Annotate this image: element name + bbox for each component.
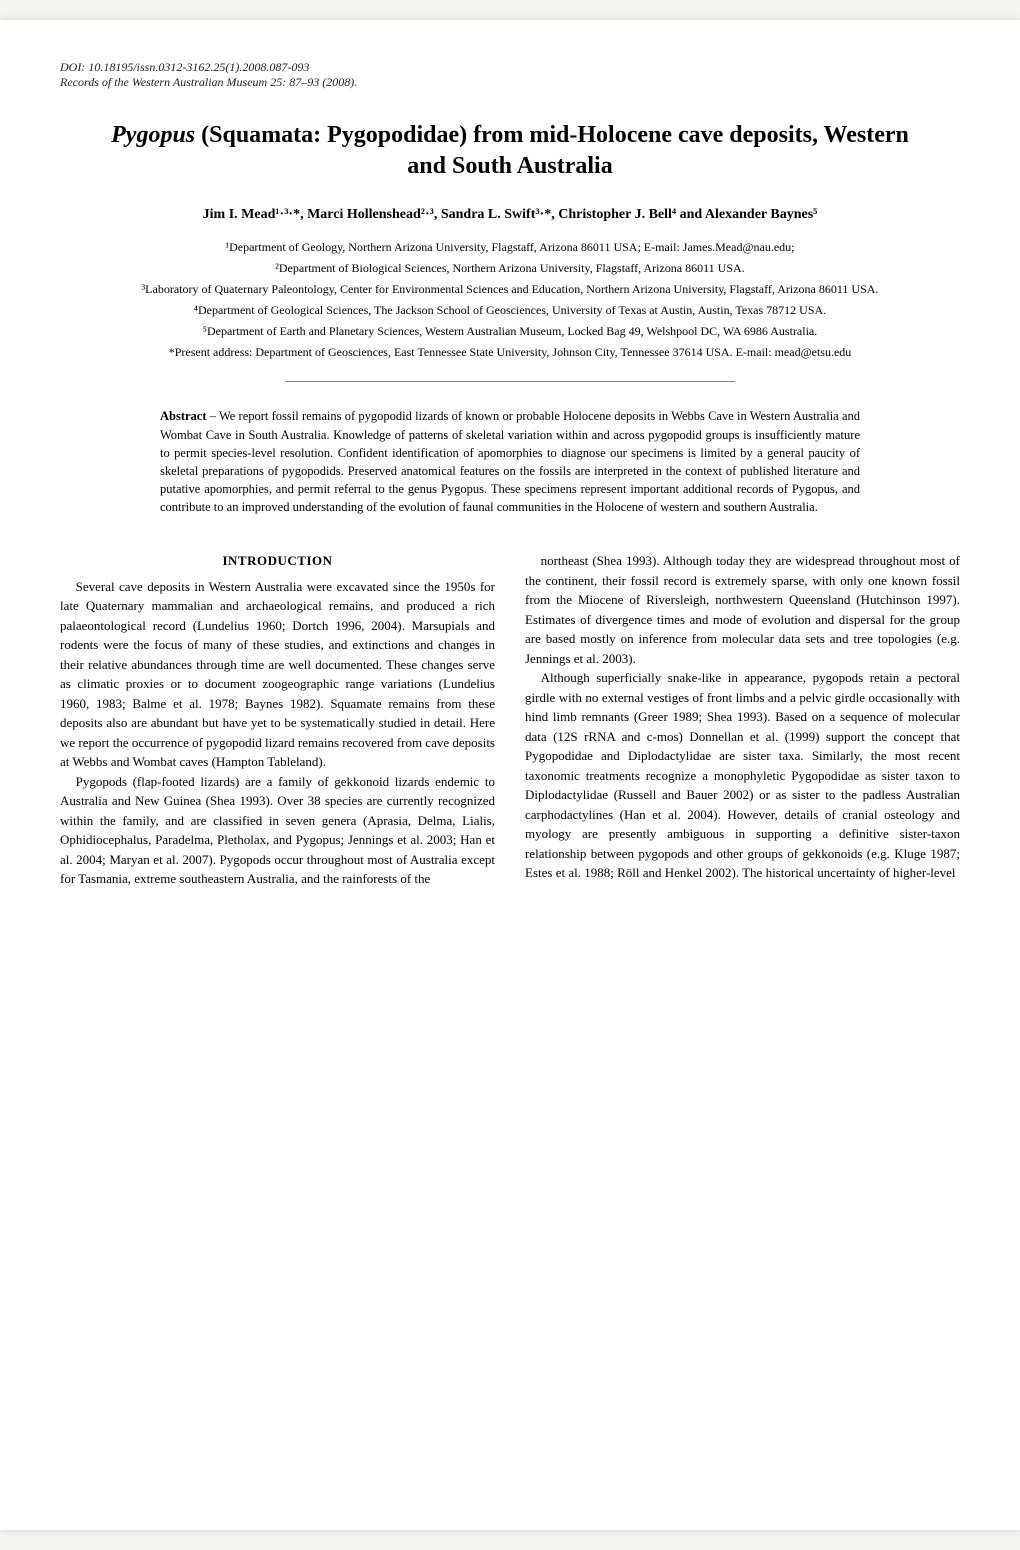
title-rest: (Squamata: Pygopodidae) from mid-Holocen… <box>195 122 909 179</box>
divider-rule <box>285 381 735 382</box>
page-container: DOI: 10.18195/issn.0312-3162.25(1).2008.… <box>0 20 1020 1530</box>
abstract-block: Abstract – We report fossil remains of p… <box>160 407 860 516</box>
body-paragraph: Although superficially snake-like in app… <box>525 668 960 883</box>
body-paragraph: Several cave deposits in Western Austral… <box>60 577 495 772</box>
section-heading-introduction: INTRODUCTION <box>60 551 495 571</box>
article-title: Pygopus (Squamata: Pygopodidae) from mid… <box>100 120 920 182</box>
affiliation: ⁵Department of Earth and Planetary Scien… <box>60 322 960 340</box>
two-column-body: INTRODUCTION Several cave deposits in We… <box>60 551 960 889</box>
affiliation: ⁴Department of Geological Sciences, The … <box>60 301 960 319</box>
affiliation: ²Department of Biological Sciences, Nort… <box>60 259 960 277</box>
affiliation: ³Laboratory of Quaternary Paleontology, … <box>60 280 960 298</box>
abstract-label: Abstract <box>160 409 207 423</box>
affiliation: *Present address: Department of Geoscien… <box>60 343 960 361</box>
affiliations-block: ¹Department of Geology, Northern Arizona… <box>60 238 960 361</box>
body-paragraph: northeast (Shea 1993). Although today th… <box>525 551 960 668</box>
right-column: northeast (Shea 1993). Although today th… <box>525 551 960 889</box>
records-line: Records of the Western Australian Museum… <box>60 75 960 90</box>
body-paragraph: Pygopods (flap-footed lizards) are a fam… <box>60 772 495 889</box>
affiliation: ¹Department of Geology, Northern Arizona… <box>60 238 960 256</box>
title-genus: Pygopus <box>111 122 195 148</box>
abstract-text: – We report fossil remains of pygopodid … <box>160 409 860 514</box>
left-column: INTRODUCTION Several cave deposits in We… <box>60 551 495 889</box>
doi-line: DOI: 10.18195/issn.0312-3162.25(1).2008.… <box>60 60 960 75</box>
author-line: Jim I. Mead¹·³·*, Marci Hollenshead²·³, … <box>60 207 960 223</box>
